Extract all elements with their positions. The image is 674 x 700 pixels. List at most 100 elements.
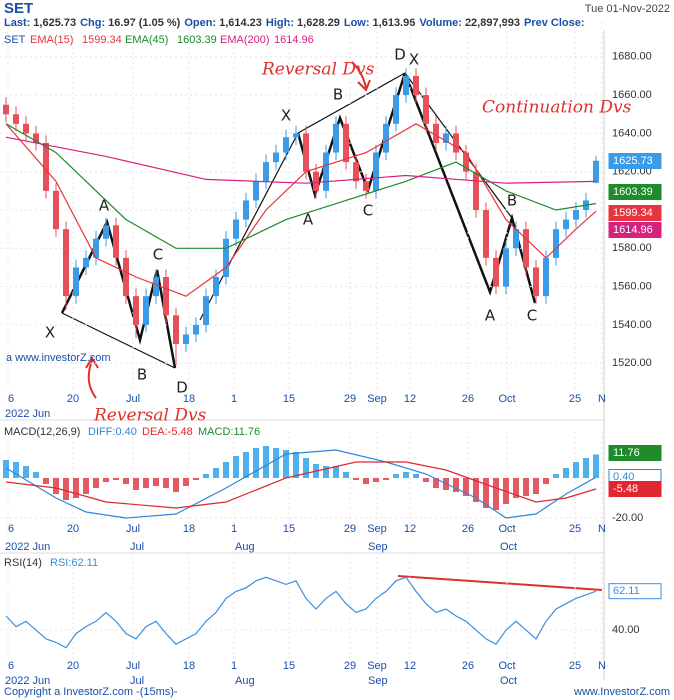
candle-body bbox=[353, 162, 359, 182]
quote-label: Prev Close: bbox=[524, 17, 585, 29]
legend-name: EMA(200) bbox=[220, 34, 270, 46]
candle-body bbox=[573, 210, 579, 220]
candle-body bbox=[13, 114, 19, 124]
candle-body bbox=[223, 238, 229, 278]
footer-site: www.InvestorZ.com bbox=[573, 686, 670, 698]
x-tick-label: 29 bbox=[344, 393, 356, 405]
quote-line: Last: 1,625.73 Chg: 16.97 (1.05 %) Open: 1,61… bbox=[4, 17, 585, 29]
candle-body bbox=[93, 238, 99, 258]
x-tick-label: 18 bbox=[183, 660, 195, 672]
x-tick-label: 15 bbox=[283, 523, 295, 535]
legend-name: EMA(15) bbox=[30, 34, 73, 46]
pattern-label: X bbox=[45, 324, 55, 342]
candle-body bbox=[253, 181, 259, 201]
x-tick-label: 12 bbox=[404, 523, 416, 535]
candle-body bbox=[513, 229, 519, 249]
rsi-trendline bbox=[397, 575, 603, 591]
quote-label: Low: bbox=[344, 17, 370, 29]
value-box bbox=[608, 153, 662, 169]
annotation: Reversal Dvs bbox=[93, 406, 207, 426]
macd-bar bbox=[193, 478, 199, 480]
macd-bar bbox=[3, 460, 9, 478]
legend-name: EMA(45) bbox=[125, 34, 168, 46]
legend-title: SET bbox=[4, 34, 26, 46]
x-tick-label: Oct bbox=[498, 660, 515, 672]
macd-bar bbox=[183, 478, 189, 486]
x-tick-label: 25 bbox=[569, 393, 581, 405]
value-box-label: 1599.34 bbox=[613, 207, 653, 219]
legend-value: 1614.96 bbox=[274, 34, 314, 46]
x-month-label: 2022 Jun bbox=[5, 541, 50, 553]
candle-body bbox=[293, 133, 299, 138]
macd-bar bbox=[523, 478, 529, 496]
macd-bar bbox=[583, 458, 589, 478]
candle-body bbox=[243, 200, 249, 220]
candle-body bbox=[183, 334, 189, 345]
macd-bar bbox=[63, 478, 69, 500]
x-tick-label: 6 bbox=[8, 660, 14, 672]
macd-bar bbox=[353, 478, 359, 480]
value-box bbox=[608, 222, 662, 238]
x-tick-label: 1 bbox=[231, 523, 237, 535]
candle-body bbox=[133, 296, 139, 325]
quote-value: 1,628.29 bbox=[297, 17, 340, 29]
x-tick-label: 15 bbox=[283, 393, 295, 405]
pattern-label: X bbox=[281, 107, 291, 125]
x-tick-label: N bbox=[598, 393, 606, 405]
line-ema-45- bbox=[5, 123, 597, 249]
pattern-label: A bbox=[485, 307, 496, 325]
x-month-label: 2022 Jun bbox=[5, 408, 50, 420]
candle-body bbox=[543, 257, 549, 297]
macd-bar bbox=[533, 478, 539, 494]
macd-bar bbox=[123, 478, 129, 484]
x-tick-label: 26 bbox=[462, 393, 474, 405]
candle-body bbox=[3, 104, 9, 115]
candle-body bbox=[283, 137, 289, 153]
macd-bar bbox=[43, 478, 49, 484]
quote-label: Last: bbox=[4, 17, 30, 29]
macd-bar bbox=[83, 478, 89, 494]
x-month-label: Oct bbox=[500, 675, 517, 687]
candle-body bbox=[373, 152, 379, 191]
legend-item: RSI:62.11 bbox=[50, 557, 98, 569]
x-tick-label: Oct bbox=[498, 523, 515, 535]
candle-body bbox=[33, 133, 39, 143]
value-box bbox=[608, 481, 662, 497]
legend-item: DIFF:0.40 bbox=[88, 426, 137, 438]
quote-value: 16.97 (1.05 %) bbox=[108, 17, 180, 29]
macd-bar bbox=[363, 478, 369, 484]
candle-body bbox=[533, 267, 539, 297]
line-dea bbox=[5, 461, 597, 509]
candle-body bbox=[383, 123, 389, 153]
x-month-label: Oct bbox=[500, 541, 517, 553]
pattern-line bbox=[61, 312, 176, 369]
x-tick-label: N bbox=[598, 523, 606, 535]
quote-label: Chg: bbox=[80, 17, 105, 29]
candle-body bbox=[203, 296, 209, 325]
watermark: a www.investorZ.com bbox=[6, 352, 111, 364]
pattern-label: C bbox=[527, 307, 537, 325]
x-tick-label: 20 bbox=[67, 523, 79, 535]
x-month-label: Sep bbox=[368, 541, 388, 553]
candle-body bbox=[23, 123, 29, 134]
value-box-label: 0.40 bbox=[613, 471, 634, 483]
macd-bar bbox=[133, 478, 139, 490]
candle-body bbox=[63, 229, 69, 297]
macd-bar bbox=[113, 478, 119, 480]
macd-bar bbox=[453, 478, 459, 492]
macd-bar bbox=[303, 458, 309, 478]
macd-bar bbox=[253, 448, 259, 478]
x-tick-label: Sep bbox=[367, 393, 387, 405]
candle-body bbox=[523, 229, 529, 268]
value-box bbox=[608, 583, 662, 600]
y-tick-label: 1660.00 bbox=[612, 89, 652, 101]
x-month-label: Aug bbox=[235, 541, 255, 553]
value-box bbox=[608, 184, 662, 200]
candle-body bbox=[213, 277, 219, 297]
candle-body bbox=[493, 257, 499, 287]
value-box-label: 11.76 bbox=[613, 447, 640, 459]
candle-body bbox=[413, 75, 419, 96]
candle-body bbox=[433, 123, 439, 143]
candle-body bbox=[503, 248, 509, 287]
macd-bar bbox=[213, 468, 219, 478]
